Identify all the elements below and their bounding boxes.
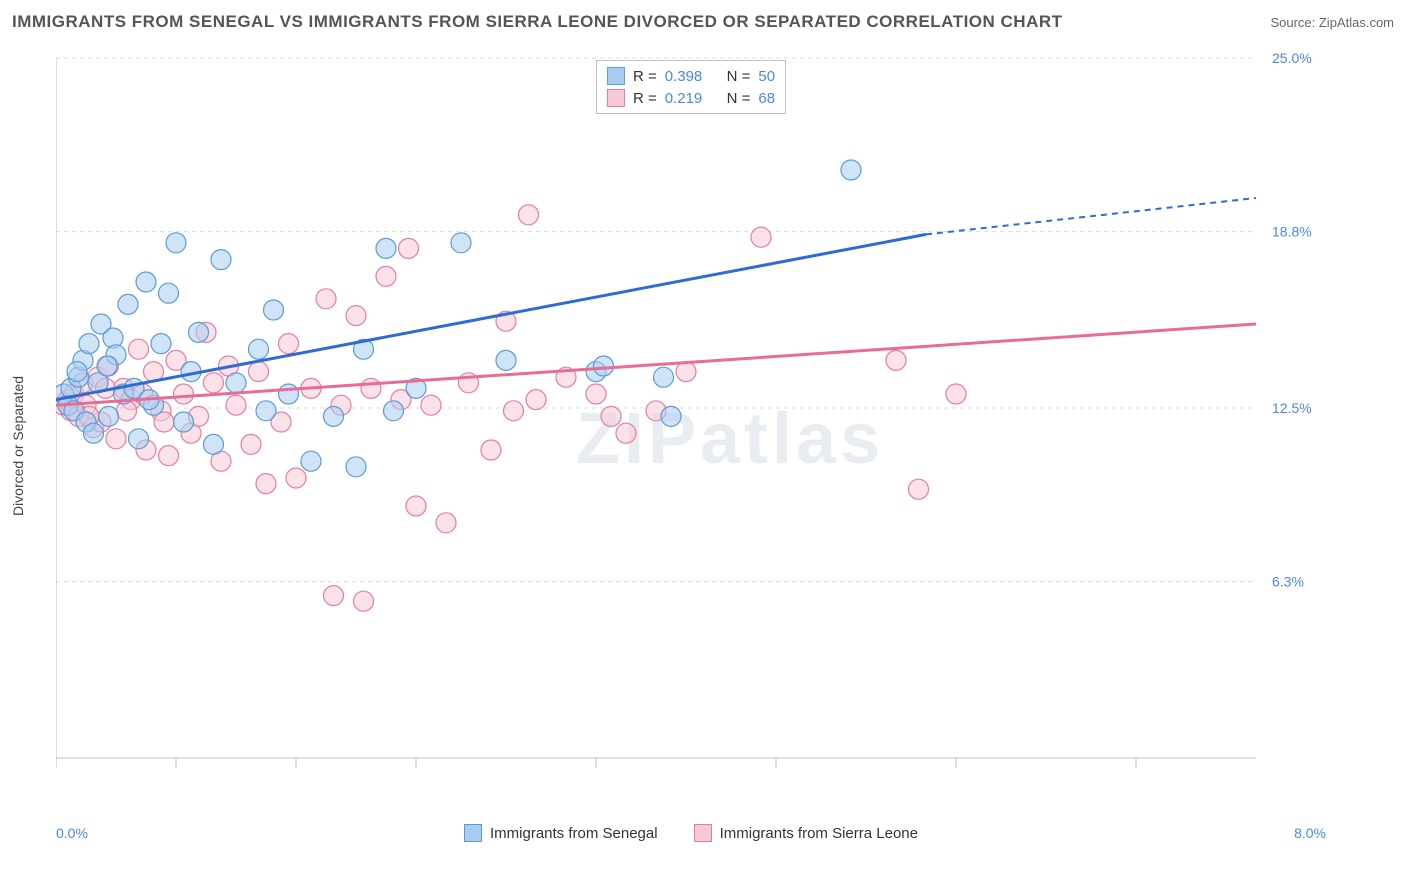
swatch-senegal-2 [464,824,482,842]
legend-item-senegal: Immigrants from Senegal [464,824,658,842]
chart-title: IMMIGRANTS FROM SENEGAL VS IMMIGRANTS FR… [12,12,1063,32]
legend-row-senegal: R = 0.398 N = 50 [607,65,775,87]
source-label: Source: ZipAtlas.com [1270,15,1394,30]
swatch-sierra-leone-2 [694,824,712,842]
bottom-legend: 0.0% Immigrants from Senegal Immigrants … [56,824,1326,842]
svg-text:25.0%: 25.0% [1272,50,1312,66]
x-max-label: 8.0% [1294,825,1326,841]
swatch-senegal [607,67,625,85]
swatch-sierra-leone [607,89,625,107]
plot-area: ZIPatlas 6.3%12.5%18.8%25.0% R = 0.398 N… [56,48,1326,808]
correlation-legend: R = 0.398 N = 50 R = 0.219 N = 68 [596,60,786,114]
legend-item-sierra-leone: Immigrants from Sierra Leone [694,824,918,842]
svg-text:6.3%: 6.3% [1272,574,1304,590]
x-min-label: 0.0% [56,825,88,841]
y-axis-label: Divorced or Separated [10,376,26,516]
scatter-plot: 6.3% 12.5% 18.8% 25.0% [56,48,1326,808]
svg-text:12.5%: 12.5% [1272,400,1312,416]
svg-text:18.8%: 18.8% [1272,224,1312,240]
legend-row-sierra-leone: R = 0.219 N = 68 [607,87,775,109]
